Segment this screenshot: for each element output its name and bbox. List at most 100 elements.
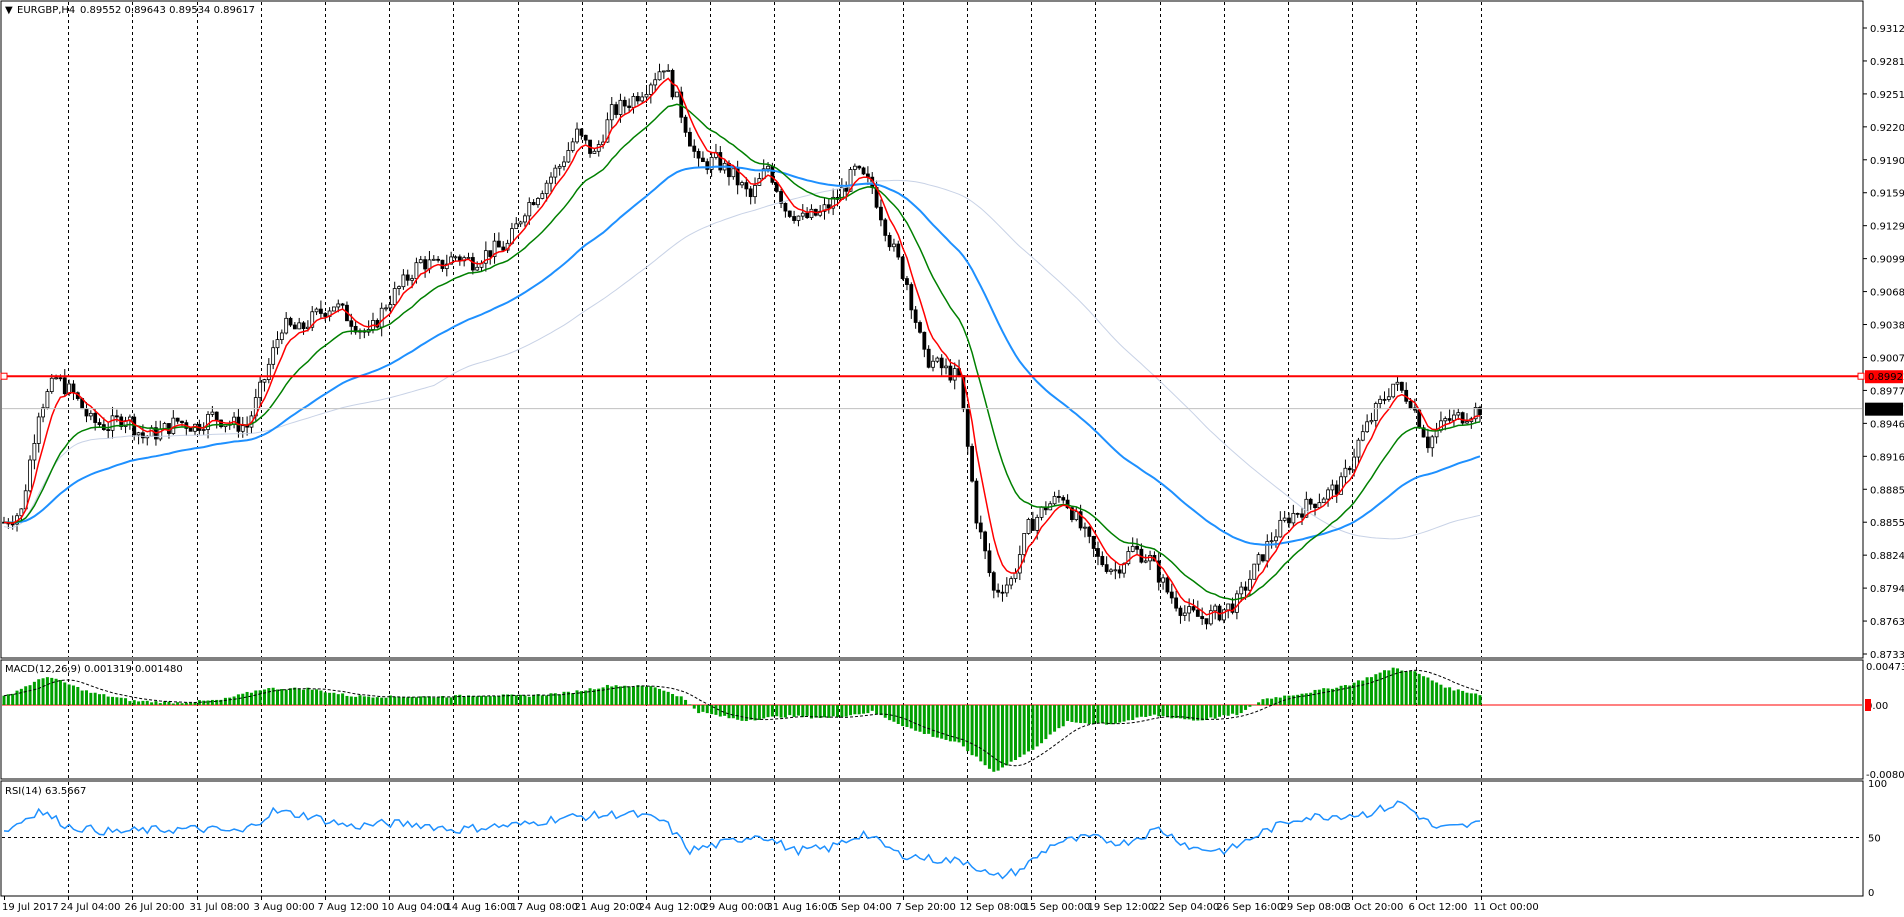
candle-body — [449, 256, 454, 265]
candle-body — [1408, 400, 1413, 409]
candle-body — [974, 480, 979, 524]
rsi-line — [3, 800, 1481, 880]
candle-body — [58, 377, 63, 380]
candle-body — [1100, 555, 1105, 566]
candle-body — [848, 169, 853, 192]
candle-body — [831, 196, 836, 209]
candle-body — [488, 250, 493, 257]
candle-body — [931, 360, 935, 368]
ma-slow-line — [4, 165, 1481, 546]
candle-body — [661, 70, 666, 73]
candle-body — [1373, 403, 1378, 421]
candle-body — [1360, 431, 1365, 441]
candle-body — [1269, 540, 1274, 543]
candle-body — [332, 306, 336, 312]
candle-body — [1391, 383, 1396, 398]
candle-body — [475, 266, 480, 271]
candle-body — [32, 443, 37, 461]
candle-body — [852, 165, 857, 170]
candle-body — [783, 202, 788, 212]
main-price-panel[interactable] — [0, 0, 1864, 659]
candle-body — [1208, 610, 1213, 625]
candle-body — [1000, 591, 1005, 594]
price-label: 0.88245 — [1870, 551, 1904, 562]
candle-body — [727, 162, 731, 178]
candle-body — [991, 572, 996, 591]
candle-body — [292, 324, 297, 330]
candle-body — [323, 313, 328, 317]
time-label: 29 Sep 08:00 — [1281, 902, 1348, 913]
vertical-grid-lines — [68, 2, 1482, 895]
candle-body — [136, 432, 141, 436]
candle-body — [1447, 418, 1452, 421]
candle-body — [1200, 616, 1205, 620]
candle-body — [922, 331, 927, 350]
candle-body — [206, 413, 210, 430]
collapse-arrow-icon[interactable]: ▼ — [5, 5, 13, 16]
candle-body — [918, 322, 922, 333]
candle-body — [674, 91, 679, 98]
candle-body — [983, 531, 988, 552]
macd-axis-label: -0.008033 — [1866, 770, 1904, 781]
candle-body — [605, 119, 610, 143]
time-label: 14 Aug 16:00 — [446, 902, 513, 913]
candle-body — [258, 381, 263, 399]
moving-averages — [3, 77, 1481, 616]
candle-body — [492, 240, 497, 257]
candle-body — [470, 257, 475, 271]
candle-body — [1478, 407, 1482, 416]
candle-body — [1395, 381, 1400, 385]
current-price-label: 0.89617 — [1868, 405, 1904, 416]
candle-body — [1287, 517, 1291, 524]
candle-body — [1039, 506, 1044, 518]
candle-body — [1386, 396, 1391, 400]
candle-body — [1343, 467, 1348, 478]
level-handle-left[interactable] — [0, 372, 8, 380]
candle-body — [540, 193, 545, 199]
candle-body — [1278, 519, 1283, 538]
candle-body — [1226, 603, 1231, 611]
candle-body — [401, 274, 406, 288]
candle-body — [640, 96, 645, 102]
candle-body — [501, 246, 506, 251]
candle-body — [1026, 519, 1031, 534]
candle-body — [284, 317, 289, 334]
candle-body — [1456, 412, 1461, 416]
candle-body — [175, 417, 180, 422]
candle-body — [93, 412, 98, 423]
candle-body — [201, 429, 206, 431]
candle-body — [627, 105, 632, 108]
level-handle-right[interactable] — [1857, 372, 1865, 380]
macd-panel[interactable] — [0, 659, 1864, 780]
candle-body — [909, 284, 914, 311]
candle-body — [562, 161, 566, 167]
candle-body — [1265, 541, 1270, 562]
rsi-panel[interactable] — [0, 780, 1864, 897]
candle-body — [1096, 548, 1100, 557]
price-label: 0.87635 — [1870, 617, 1904, 628]
candle-body — [657, 71, 662, 81]
level-price-tag — [1865, 370, 1903, 384]
candle-body — [805, 212, 810, 219]
candle-body — [171, 417, 176, 434]
candle-body — [514, 223, 519, 230]
candle-body — [1274, 536, 1278, 542]
candle-body — [431, 258, 436, 261]
candle-body — [62, 377, 67, 395]
candle-body — [1065, 499, 1070, 509]
candle-body — [1083, 526, 1087, 529]
time-label: 31 Aug 16:00 — [767, 902, 834, 913]
macd-axis-label: 0.00 — [1866, 701, 1888, 712]
candle-body — [1143, 560, 1148, 563]
candle-body — [275, 339, 280, 349]
candle-body — [262, 379, 267, 383]
candle-body — [110, 415, 115, 431]
time-label: 24 Aug 12:00 — [639, 902, 706, 913]
time-label: 3 Aug 00:00 — [254, 902, 315, 913]
candle-body — [883, 219, 888, 236]
candle-body — [648, 84, 653, 95]
